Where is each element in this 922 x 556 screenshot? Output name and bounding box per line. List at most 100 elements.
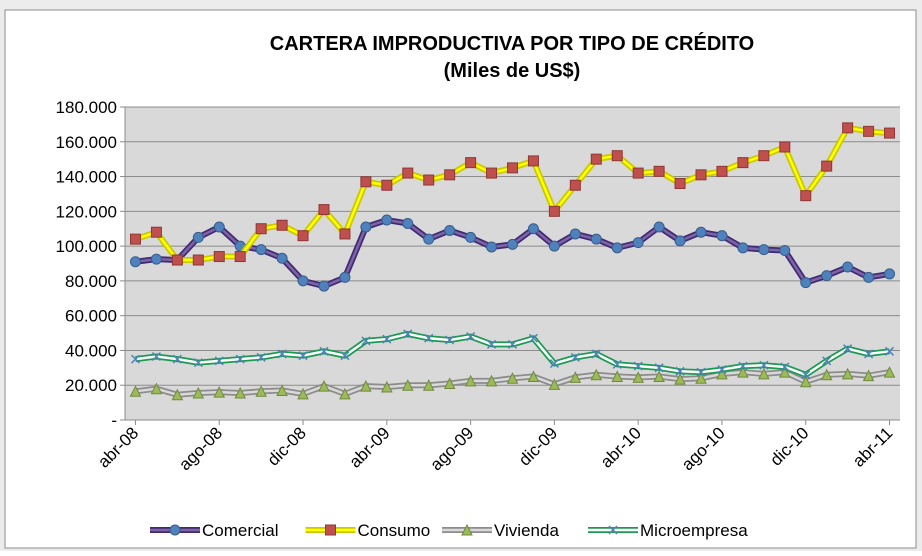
marker <box>778 366 791 378</box>
marker <box>486 167 498 179</box>
marker <box>801 370 811 380</box>
marker <box>150 382 163 395</box>
y-tick-label: 120.000 <box>56 202 117 221</box>
marker <box>632 371 644 383</box>
marker <box>759 360 769 370</box>
marker <box>192 254 204 266</box>
marker <box>611 242 623 254</box>
marker <box>528 333 538 343</box>
marker <box>675 366 685 376</box>
marker <box>653 221 665 233</box>
marker <box>381 179 393 191</box>
marker <box>611 370 624 383</box>
marker <box>443 377 456 389</box>
marker <box>151 352 161 362</box>
legend-marker <box>325 524 336 536</box>
marker <box>360 221 372 233</box>
marker <box>401 379 414 391</box>
marker <box>255 244 267 256</box>
marker <box>486 241 498 253</box>
marker <box>612 359 622 369</box>
chart-title: CARTERA IMPRODUCTIVA POR TIPO DE CRÉDITO <box>270 32 754 55</box>
marker <box>485 374 498 387</box>
marker <box>171 388 184 401</box>
legend-label: Comercial <box>202 521 279 540</box>
legend-item: Comercial <box>150 521 279 540</box>
chart-subtitle: (Miles de US$) <box>444 60 581 82</box>
marker <box>403 329 413 339</box>
marker <box>590 233 602 245</box>
marker <box>129 256 141 268</box>
marker <box>527 223 539 235</box>
marker <box>843 344 853 354</box>
marker <box>779 244 791 256</box>
marker <box>758 150 770 162</box>
marker <box>864 349 874 359</box>
marker <box>150 226 162 238</box>
marker <box>842 122 854 134</box>
marker <box>381 380 393 393</box>
marker <box>507 238 518 250</box>
marker <box>716 165 728 177</box>
marker <box>214 356 224 366</box>
marker <box>213 221 225 233</box>
marker <box>737 242 749 254</box>
marker <box>339 228 351 240</box>
marker <box>758 367 770 380</box>
marker <box>150 253 162 265</box>
legend-item: Microempresa <box>588 521 748 540</box>
marker <box>548 378 561 390</box>
legend-label: Consumo <box>358 521 431 540</box>
marker <box>464 374 477 387</box>
marker <box>319 346 329 356</box>
marker <box>611 150 623 162</box>
marker <box>444 224 456 236</box>
marker <box>527 370 540 383</box>
marker <box>297 230 309 242</box>
marker <box>883 366 896 378</box>
marker <box>423 233 435 245</box>
marker <box>466 332 476 342</box>
marker <box>863 125 875 137</box>
marker <box>695 372 707 384</box>
marker <box>129 385 142 397</box>
marker <box>674 178 686 190</box>
marker <box>276 384 288 396</box>
marker <box>444 169 456 181</box>
marker <box>130 354 141 364</box>
marker <box>674 235 686 247</box>
marker <box>884 268 896 280</box>
marker <box>465 157 477 169</box>
marker <box>633 361 643 371</box>
marker <box>591 349 601 359</box>
marker <box>297 387 309 400</box>
marker <box>549 358 559 369</box>
marker <box>192 231 204 243</box>
marker <box>402 167 414 179</box>
marker <box>318 280 330 292</box>
marker <box>298 351 308 361</box>
marker <box>737 366 749 378</box>
legend-item: Vivienda <box>442 521 559 540</box>
marker <box>863 271 875 283</box>
marker <box>465 231 477 243</box>
marker <box>507 162 518 174</box>
y-tick-label: 100.000 <box>56 237 117 256</box>
marker <box>256 352 266 362</box>
marker <box>716 230 728 242</box>
legend-label: Microempresa <box>640 521 748 540</box>
marker <box>632 237 644 249</box>
marker <box>276 219 288 231</box>
marker <box>696 367 706 377</box>
y-tick-label: - <box>111 411 117 430</box>
marker <box>822 356 832 366</box>
marker <box>841 367 854 380</box>
marker <box>340 351 350 361</box>
marker <box>381 214 393 226</box>
marker <box>548 240 560 252</box>
marker <box>255 223 267 235</box>
marker <box>695 169 707 181</box>
marker <box>171 254 183 266</box>
marker <box>737 157 749 169</box>
marker <box>799 375 812 388</box>
